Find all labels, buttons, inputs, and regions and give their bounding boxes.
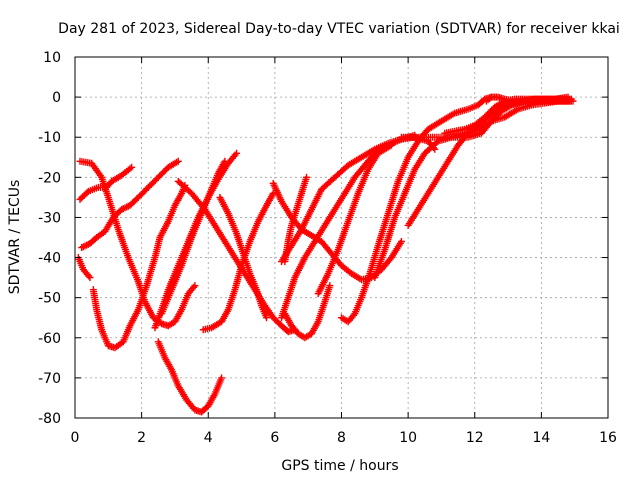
- y-tick-label: -10: [38, 130, 61, 146]
- data-series: [76, 163, 136, 203]
- data-point: [397, 238, 405, 246]
- data-series: [199, 189, 277, 334]
- data-series: [281, 282, 334, 342]
- x-tick-label: 4: [204, 430, 213, 446]
- y-tick-label: -50: [38, 291, 61, 307]
- x-tick-label: 2: [137, 430, 146, 446]
- data-series: [338, 93, 495, 326]
- data-point: [85, 272, 93, 280]
- data-point: [191, 282, 199, 290]
- y-tick-label: -20: [38, 170, 61, 186]
- data-series: [154, 338, 226, 416]
- x-tick-label: 10: [399, 430, 417, 446]
- data-series: [216, 193, 271, 322]
- y-tick-label: -60: [38, 331, 61, 347]
- y-axis-label: SDTVAR / TECUs: [7, 180, 23, 295]
- y-tick-label: -80: [38, 411, 61, 427]
- x-tick-label: 12: [466, 430, 484, 446]
- x-tick-label: 0: [71, 430, 80, 446]
- y-tick-label: 10: [43, 50, 61, 66]
- data-series: [281, 173, 311, 266]
- data-point: [86, 274, 94, 282]
- data-point: [218, 374, 226, 382]
- data-point: [174, 157, 182, 165]
- x-tick-label: 8: [337, 430, 346, 446]
- y-tick-label: -40: [38, 251, 61, 267]
- tick-layer: 0 2 4 6 8 10 12 14 16 10 0 -10 -20 -30 -40 -50 -60 -70 -80: [38, 50, 617, 446]
- data-point: [263, 314, 271, 322]
- data-point: [221, 157, 229, 165]
- data-point: [387, 141, 395, 149]
- data-point: [303, 173, 311, 181]
- data-series: [174, 177, 299, 336]
- series-layer: [74, 93, 577, 416]
- data-point: [564, 97, 572, 105]
- data-point: [326, 282, 334, 290]
- data-point: [233, 149, 241, 157]
- data-point: [128, 163, 136, 171]
- data-series: [76, 157, 199, 330]
- y-tick-label: 0: [52, 90, 61, 106]
- y-tick-label: -70: [38, 371, 61, 387]
- data-series: [314, 141, 395, 298]
- x-tick-label: 6: [270, 430, 279, 446]
- x-tick-label: 16: [599, 430, 617, 446]
- data-series: [482, 93, 572, 105]
- data-series: [269, 179, 405, 284]
- x-axis-label: GPS time / hours: [281, 458, 398, 474]
- y-tick-label: -30: [38, 210, 61, 226]
- data-series: [78, 157, 182, 252]
- data-point: [349, 311, 357, 319]
- chart-title: Day 281 of 2023, Sidereal Day-to-day VTE…: [58, 21, 620, 37]
- data-series: [158, 157, 229, 318]
- x-tick-label: 14: [532, 430, 550, 446]
- data-series: [89, 181, 189, 352]
- data-point: [190, 283, 198, 291]
